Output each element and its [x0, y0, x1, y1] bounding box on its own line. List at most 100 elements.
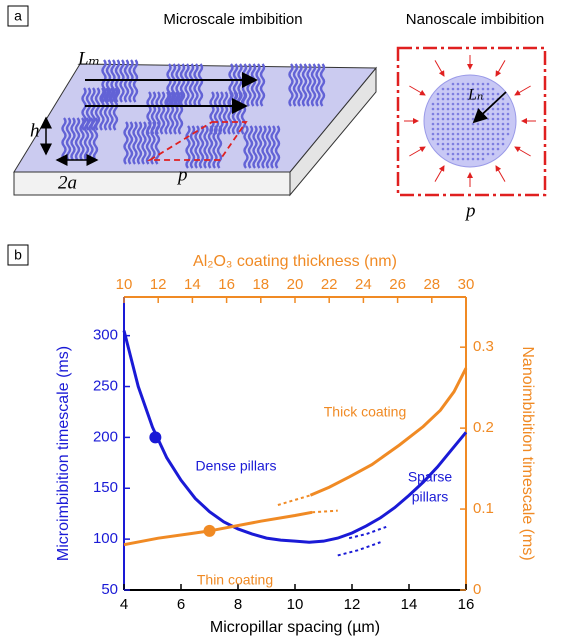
x2-tick-label: 26 — [389, 276, 406, 293]
nano-dot — [472, 133, 475, 136]
nano-dot — [437, 103, 440, 106]
y2-tick-label: 0.3 — [473, 338, 494, 355]
nano-dot — [487, 123, 490, 126]
nano-dot — [467, 158, 470, 161]
nano-dot — [452, 83, 455, 86]
nano-dot — [457, 103, 460, 106]
nano-dot — [487, 143, 490, 146]
plate-front — [14, 172, 290, 195]
inflow-arrow — [496, 166, 505, 182]
nano-dot — [462, 88, 465, 91]
nano-dot — [447, 123, 450, 126]
nano-dot — [437, 128, 440, 131]
nano-dot — [457, 108, 460, 111]
x2-tick-label: 28 — [423, 276, 440, 293]
nano-dot — [442, 93, 445, 96]
y2-tick-label: 0.2 — [473, 419, 494, 436]
nano-dot — [462, 83, 465, 86]
nano-dot — [467, 148, 470, 151]
l-n-label: Lₙ — [467, 87, 483, 104]
x-tick-label: 12 — [344, 596, 361, 613]
nano-dot — [447, 93, 450, 96]
x-tick-label: 16 — [458, 596, 475, 613]
nano-dot — [492, 138, 495, 141]
nano-dot — [492, 128, 495, 131]
nano-dot — [462, 108, 465, 111]
nano-dot — [442, 118, 445, 121]
nano-dot — [452, 153, 455, 156]
nano-dot — [467, 123, 470, 126]
nano-dot — [492, 153, 495, 156]
nano-dot — [477, 83, 480, 86]
nano-dot — [492, 113, 495, 116]
nano-dot — [447, 88, 450, 91]
nano-dot — [477, 133, 480, 136]
nano-dot — [457, 133, 460, 136]
x2-tick-label: 22 — [321, 276, 338, 293]
nano-dot — [457, 93, 460, 96]
nano-dot — [497, 128, 500, 131]
nano-dot — [507, 133, 510, 136]
nano-dot — [482, 128, 485, 131]
nano-dot — [452, 158, 455, 161]
nano-dot — [452, 128, 455, 131]
nano-dot — [462, 138, 465, 141]
nano-dot — [437, 123, 440, 126]
nano-dot — [467, 128, 470, 131]
nano-dot — [467, 138, 470, 141]
nano-dot — [452, 108, 455, 111]
x2-tick-label: 24 — [355, 276, 372, 293]
nano-dot — [477, 138, 480, 141]
x-tick-label: 8 — [234, 596, 242, 613]
nano-dot — [432, 128, 435, 131]
nano-dot — [442, 108, 445, 111]
nano-dot — [432, 123, 435, 126]
nano-dot — [502, 103, 505, 106]
nano-dot — [477, 108, 480, 111]
nano-dot — [472, 128, 475, 131]
nano-dot — [437, 113, 440, 116]
inflow-arrow — [515, 147, 531, 156]
nano-dot — [492, 133, 495, 136]
l-m-label: Lₘ — [77, 48, 100, 69]
nano-dot — [472, 138, 475, 141]
x-tick-label: 14 — [401, 596, 418, 613]
nano-dot — [452, 118, 455, 121]
nano-dot — [452, 123, 455, 126]
nano-dot — [452, 133, 455, 136]
nano-dot — [472, 143, 475, 146]
nano-dot — [452, 138, 455, 141]
y-tick-label: 250 — [93, 377, 118, 394]
panel-label: b — [14, 247, 22, 263]
nano-dot — [487, 98, 490, 101]
nano-dot — [442, 128, 445, 131]
x2-tick-label: 20 — [287, 276, 304, 293]
x2-tick-label: 12 — [150, 276, 167, 293]
nano-dot — [467, 83, 470, 86]
x2-tick-label: 16 — [218, 276, 235, 293]
inflow-arrow — [435, 166, 444, 182]
nano-dot — [457, 83, 460, 86]
nano-dot — [472, 118, 475, 121]
nano-dot — [442, 113, 445, 116]
series-line — [278, 495, 310, 505]
nano-dot — [492, 93, 495, 96]
nano-dot — [462, 158, 465, 161]
x2-tick-label: 14 — [184, 276, 201, 293]
nano-dot — [502, 128, 505, 131]
nano-dot — [507, 108, 510, 111]
nano-dot — [457, 98, 460, 101]
nano-dot — [447, 98, 450, 101]
nano-dot — [437, 143, 440, 146]
nano-dot — [437, 133, 440, 136]
nano-dot — [487, 83, 490, 86]
nano-dot — [492, 108, 495, 111]
nano-dot — [457, 88, 460, 91]
annotation: Thin coating — [197, 572, 273, 588]
nano-dot — [477, 153, 480, 156]
nano-dot — [497, 133, 500, 136]
nano-dot — [497, 118, 500, 121]
nano-dot — [457, 123, 460, 126]
nano-dot — [457, 153, 460, 156]
nano-dot — [447, 108, 450, 111]
